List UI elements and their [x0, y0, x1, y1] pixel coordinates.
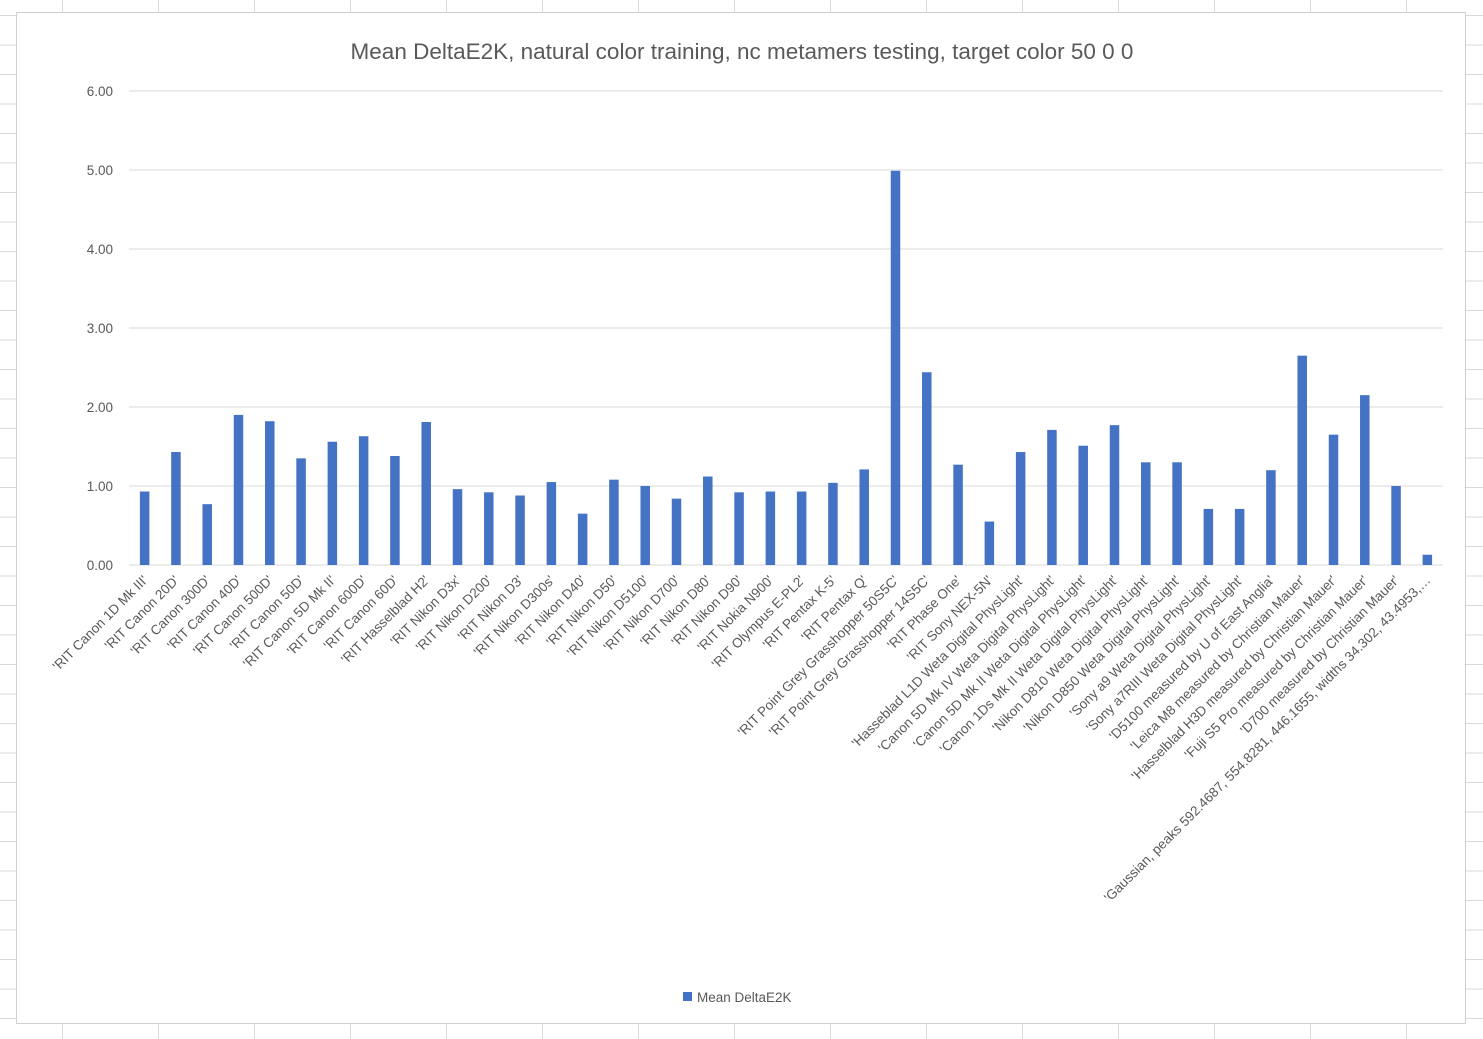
bars — [139, 170, 1433, 566]
bar[interactable] — [1422, 554, 1433, 565]
bar[interactable] — [1203, 508, 1214, 565]
bar[interactable] — [358, 436, 369, 565]
bar[interactable] — [421, 422, 431, 565]
bar[interactable] — [640, 486, 650, 565]
bar[interactable] — [1234, 508, 1245, 565]
chart-title: Mean DeltaE2K, natural color training, n… — [351, 39, 1134, 64]
bar[interactable] — [703, 476, 713, 565]
bar[interactable] — [796, 491, 807, 565]
bar[interactable] — [452, 489, 463, 565]
y-tick-label: 1.00 — [87, 479, 113, 494]
bar[interactable] — [390, 455, 400, 565]
y-tick-label: 4.00 — [87, 242, 113, 257]
bar[interactable] — [922, 372, 932, 565]
bar[interactable] — [1078, 445, 1088, 565]
bar[interactable] — [765, 491, 776, 565]
bar[interactable] — [233, 414, 244, 565]
bar[interactable] — [327, 441, 338, 565]
bar[interactable] — [671, 498, 682, 565]
bar[interactable] — [1109, 425, 1120, 565]
bar[interactable] — [1172, 462, 1182, 565]
bar[interactable] — [1047, 429, 1057, 565]
bar[interactable] — [984, 521, 995, 565]
bar[interactable] — [202, 504, 212, 565]
bar[interactable] — [859, 469, 869, 565]
bar[interactable] — [139, 491, 150, 565]
bar[interactable] — [265, 421, 275, 565]
y-axis-tick-labels: 0.00 1.00 2.00 3.00 4.00 5.00 6.00 — [87, 84, 113, 573]
bar[interactable] — [828, 482, 838, 565]
legend-label: Mean DeltaE2K — [697, 990, 792, 1005]
bar[interactable] — [1297, 355, 1307, 565]
chart-area[interactable]: Mean DeltaE2K, natural color training, n… — [16, 12, 1466, 1024]
x-axis-tick-labels: 'RIT Canon 1D Mk III''RIT Canon 20D''RIT… — [50, 573, 1434, 905]
y-tick-label: 3.00 — [87, 321, 113, 336]
bar[interactable] — [1360, 395, 1370, 565]
bar-chart: Mean DeltaE2K, natural color training, n… — [50, 39, 1443, 1005]
bar[interactable] — [1015, 452, 1026, 565]
bar[interactable] — [734, 492, 744, 565]
bar[interactable] — [1328, 434, 1339, 565]
bar[interactable] — [484, 492, 494, 565]
y-tick-label: 5.00 — [87, 163, 113, 178]
bar[interactable] — [1266, 470, 1276, 565]
bar[interactable] — [890, 170, 901, 566]
bar[interactable] — [953, 464, 963, 565]
bar[interactable] — [609, 479, 619, 565]
bar[interactable] — [171, 452, 181, 565]
bar[interactable] — [1391, 486, 1401, 565]
bar[interactable] — [1141, 462, 1151, 565]
bar[interactable] — [515, 495, 525, 565]
y-tick-label: 0.00 — [87, 558, 113, 573]
bar[interactable] — [577, 513, 588, 565]
bar[interactable] — [546, 482, 557, 565]
y-tick-label: 6.00 — [87, 84, 113, 99]
legend-swatch — [683, 992, 692, 1001]
gridlines — [129, 90, 1443, 566]
legend[interactable]: Mean DeltaE2K — [683, 990, 792, 1005]
y-tick-label: 2.00 — [87, 400, 113, 415]
bar[interactable] — [296, 458, 306, 565]
